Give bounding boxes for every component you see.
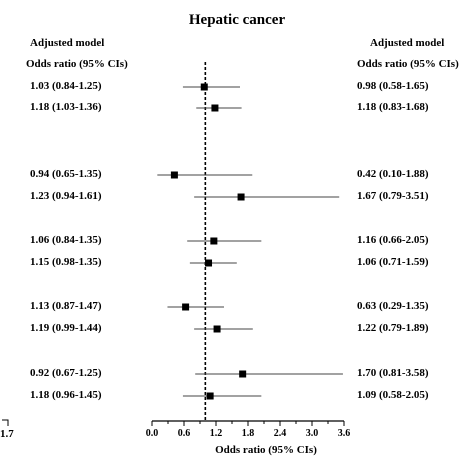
left-header-model: Adjusted model [30,37,105,49]
right-row-label-3: 1.67 (0.79-3.51) [357,190,429,202]
right-row-label-2: 0.42 (0.10-1.88) [357,168,429,180]
x-tick-label-1: 0.6 [178,428,191,439]
point-estimate-6 [182,303,190,311]
point-estimate-3 [237,193,245,201]
right-row-label-0: 0.98 (0.58-1.65) [357,80,429,92]
point-estimate-9 [206,392,214,400]
right-row-label-5: 1.06 (0.71-1.59) [357,256,429,268]
left-row-label-0: 1.03 (0.84-1.25) [30,80,102,92]
point-estimate-5 [205,259,213,267]
left-row-label-9: 1.18 (0.96-1.45) [30,389,102,401]
right-row-label-7: 1.22 (0.79-1.89) [357,322,429,334]
point-estimate-2 [170,171,178,179]
right-header-or: Odds ratio (95% CIs) [357,58,459,70]
x-tick-label-4: 2.4 [274,428,287,439]
x-axis-label: Odds ratio (95% CIs) [215,444,317,456]
x-tick-label-6: 3.6 [338,428,351,439]
point-estimate-0 [200,83,208,91]
left-row-label-3: 1.23 (0.94-1.61) [30,190,102,202]
right-row-label-4: 1.16 (0.66-2.05) [357,234,429,246]
left-row-label-4: 1.06 (0.84-1.35) [30,234,102,246]
x-tick-label-2: 1.2 [210,428,223,439]
point-estimate-1 [211,104,219,112]
point-estimate-8 [239,370,247,378]
stray-label: 1.7 [0,428,14,440]
x-tick-label-0: 0.0 [146,428,159,439]
left-row-label-2: 0.94 (0.65-1.35) [30,168,102,180]
left-header-or: Odds ratio (95% CIs) [26,58,128,70]
left-row-label-7: 1.19 (0.99-1.44) [30,322,102,334]
right-row-label-1: 1.18 (0.83-1.68) [357,101,429,113]
left-row-label-6: 1.13 (0.87-1.47) [30,300,102,312]
chart-title: Hepatic cancer [188,12,286,28]
left-row-label-5: 1.15 (0.98-1.35) [30,256,102,268]
point-estimate-4 [210,237,218,245]
left-row-label-1: 1.18 (1.03-1.36) [30,101,102,113]
x-tick-label-5: 3.0 [306,428,319,439]
right-row-label-6: 0.63 (0.29-1.35) [357,300,429,312]
right-header-model: Adjusted model [370,37,445,49]
stray-bracket [2,419,9,426]
right-row-label-9: 1.09 (0.58-2.05) [357,389,429,401]
x-tick-label-3: 1.8 [242,428,255,439]
point-estimate-7 [213,325,221,333]
right-row-label-8: 1.70 (0.81-3.58) [357,367,429,379]
left-row-label-8: 0.92 (0.67-1.25) [30,367,102,379]
